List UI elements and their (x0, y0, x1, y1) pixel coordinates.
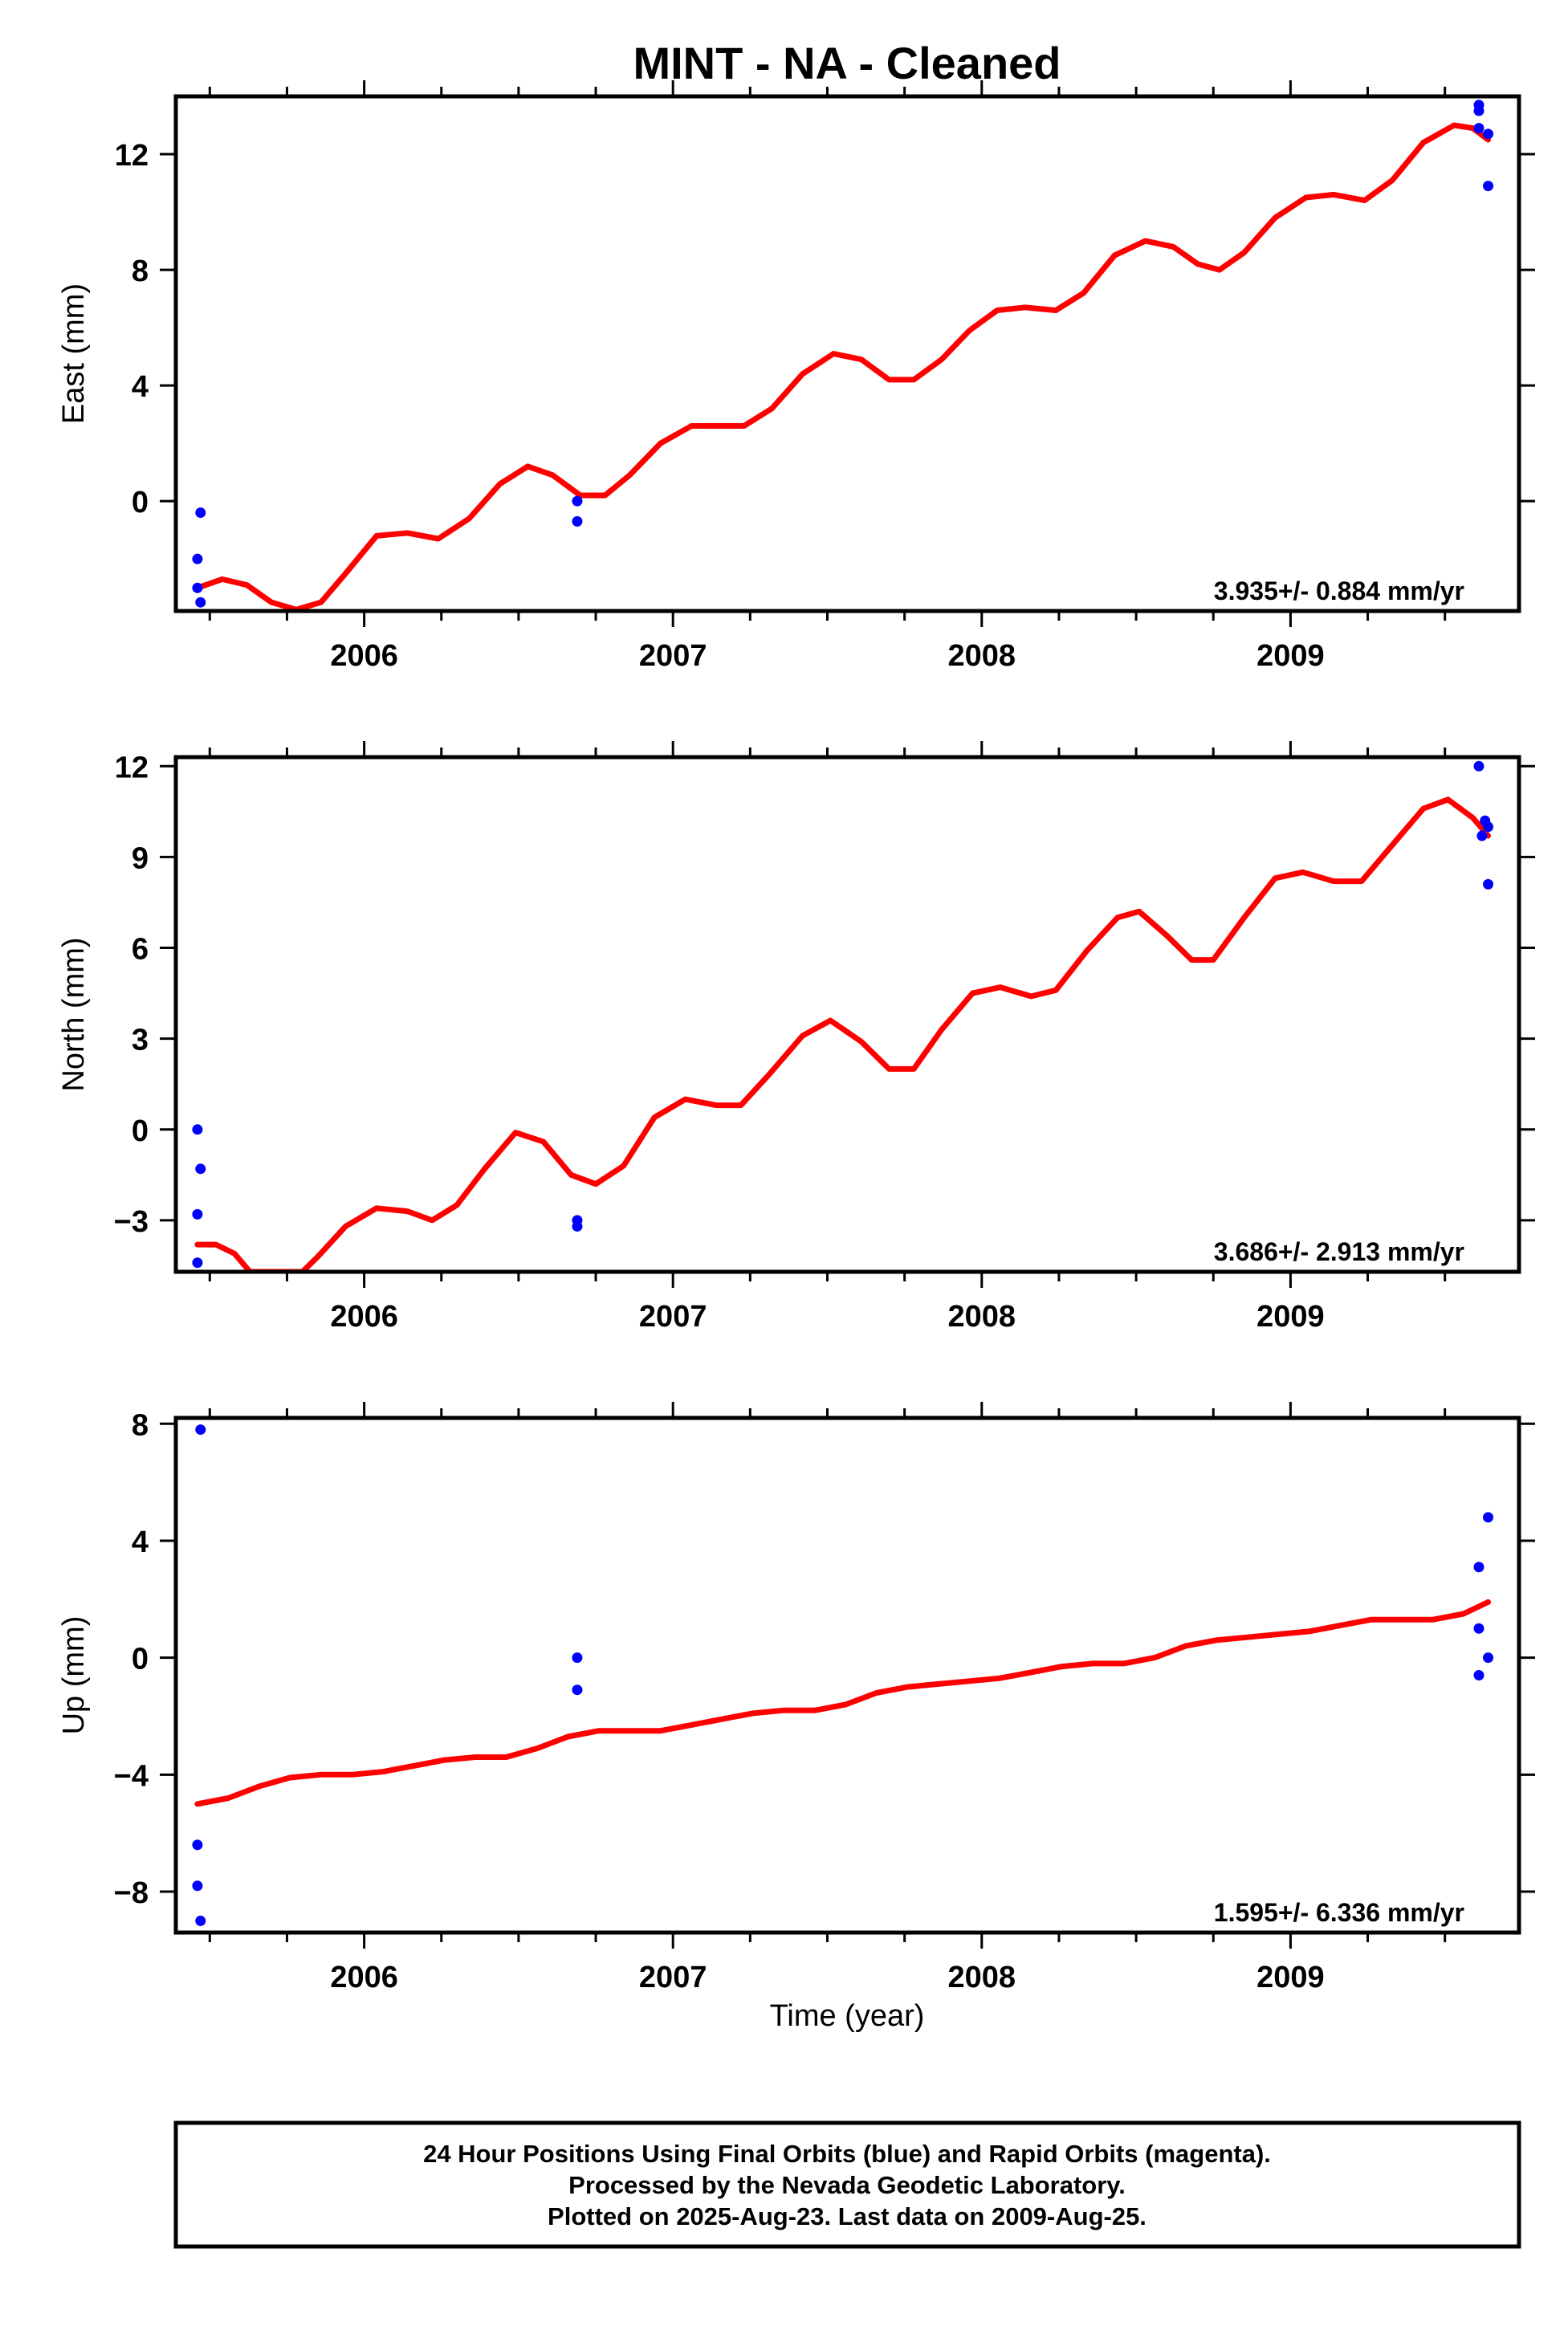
panel-east: 2006 2007 2008 2009 12 8 4 0 East (mm) 3.935+/- 0… (57, 80, 1535, 673)
data-point (1483, 878, 1494, 890)
y-tick-label: 8 (132, 255, 149, 288)
y-axis-label: North (mm) (57, 937, 91, 1091)
velocity-rate-label: 3.935+/- 0.884 mm/yr (1214, 576, 1464, 605)
data-point (1473, 123, 1485, 134)
data-point (572, 1652, 583, 1664)
x-tick-label: 2007 (639, 1300, 707, 1334)
data-point (1473, 105, 1485, 116)
data-point (192, 582, 203, 593)
y-axis-label: East (mm) (57, 283, 91, 424)
model-fit-line (194, 1599, 1491, 1807)
data-point (192, 1839, 203, 1851)
x-tick-label: 2008 (948, 1300, 1016, 1334)
y-tick-label: 8 (132, 1408, 149, 1442)
data-point (192, 553, 203, 564)
data-point (572, 515, 583, 527)
model-fit-line (194, 796, 1491, 1272)
data-point (1483, 181, 1494, 192)
data-point (1473, 1670, 1485, 1680)
y-tick-label: 0 (132, 486, 149, 519)
y-tick-label: −3 (114, 1205, 149, 1239)
y-tick-label: 0 (132, 1643, 149, 1676)
plot-frame (173, 755, 1521, 1274)
x-tick-label: 2009 (1256, 1300, 1325, 1334)
data-point (1473, 760, 1485, 772)
data-point (195, 1163, 206, 1175)
data-point (192, 1208, 203, 1220)
data-point (1483, 1512, 1494, 1523)
data-point (572, 1684, 583, 1696)
data-point (192, 1880, 203, 1892)
x-tick-label: 2007 (639, 1961, 707, 1994)
data-point (195, 1424, 206, 1436)
x-tick-label: 2006 (330, 1300, 398, 1334)
data-point (1473, 1562, 1485, 1573)
plot-frame (173, 1416, 1521, 1935)
data-point (1483, 1652, 1494, 1664)
data-point (195, 1915, 206, 1926)
data-point (1483, 128, 1494, 140)
velocity-rate-label: 1.595+/- 6.336 mm/yr (1214, 1898, 1464, 1927)
panel-north: 2006 2007 2008 2009 12 9 6 3 0 −3 North (mm) 3.686+… (57, 741, 1535, 1334)
data-point (572, 495, 583, 507)
data-point (192, 1257, 203, 1269)
x-tick-label: 2006 (330, 1961, 398, 1994)
y-axis-label: Up (mm) (57, 1616, 91, 1735)
model-fit-line (194, 122, 1491, 611)
data-point (192, 1124, 203, 1135)
data-point (195, 507, 206, 519)
y-tick-label: 6 (132, 933, 149, 967)
y-tick-label: 4 (132, 370, 149, 404)
x-tick-label: 2006 (330, 639, 398, 673)
y-tick-label: −8 (114, 1876, 149, 1910)
data-point (1476, 830, 1488, 841)
x-tick-label: 2009 (1256, 1961, 1325, 1994)
y-tick-label: 0 (132, 1114, 149, 1148)
plot-frame (173, 94, 1521, 613)
y-tick-label: 4 (132, 1525, 149, 1559)
footer-line-2: Processed by the Nevada Geodetic Laborat… (568, 2171, 1126, 2199)
data-point (1483, 821, 1494, 833)
x-axis-label: Time (year) (770, 1999, 925, 2033)
data-point (572, 1220, 583, 1232)
x-tick-label: 2008 (948, 1961, 1016, 1994)
footer-line-3: Plotted on 2025-Aug-23. Last data on 200… (548, 2202, 1146, 2230)
y-tick-label: 9 (132, 841, 149, 875)
x-tick-label: 2007 (639, 639, 707, 673)
panel-up: 2006 2007 2008 2009 8 4 0 −4 −8 Up (mm) 1.595+/- 6… (57, 1402, 1535, 1994)
chart-title: MINT - NA - Cleaned (633, 38, 1061, 88)
y-tick-label: 12 (115, 139, 149, 173)
footer-box (173, 2120, 1521, 2249)
y-tick-label: 12 (115, 751, 149, 784)
data-point (195, 597, 206, 608)
data-point (1473, 1623, 1485, 1634)
footer-line-1: 24 Hour Positions Using Final Orbits (bl… (423, 2140, 1271, 2168)
y-tick-label: 3 (132, 1024, 149, 1057)
y-tick-label: −4 (114, 1759, 149, 1793)
x-tick-label: 2008 (948, 639, 1016, 673)
velocity-rate-label: 3.686+/- 2.913 mm/yr (1214, 1237, 1464, 1266)
x-tick-label: 2009 (1256, 639, 1325, 673)
